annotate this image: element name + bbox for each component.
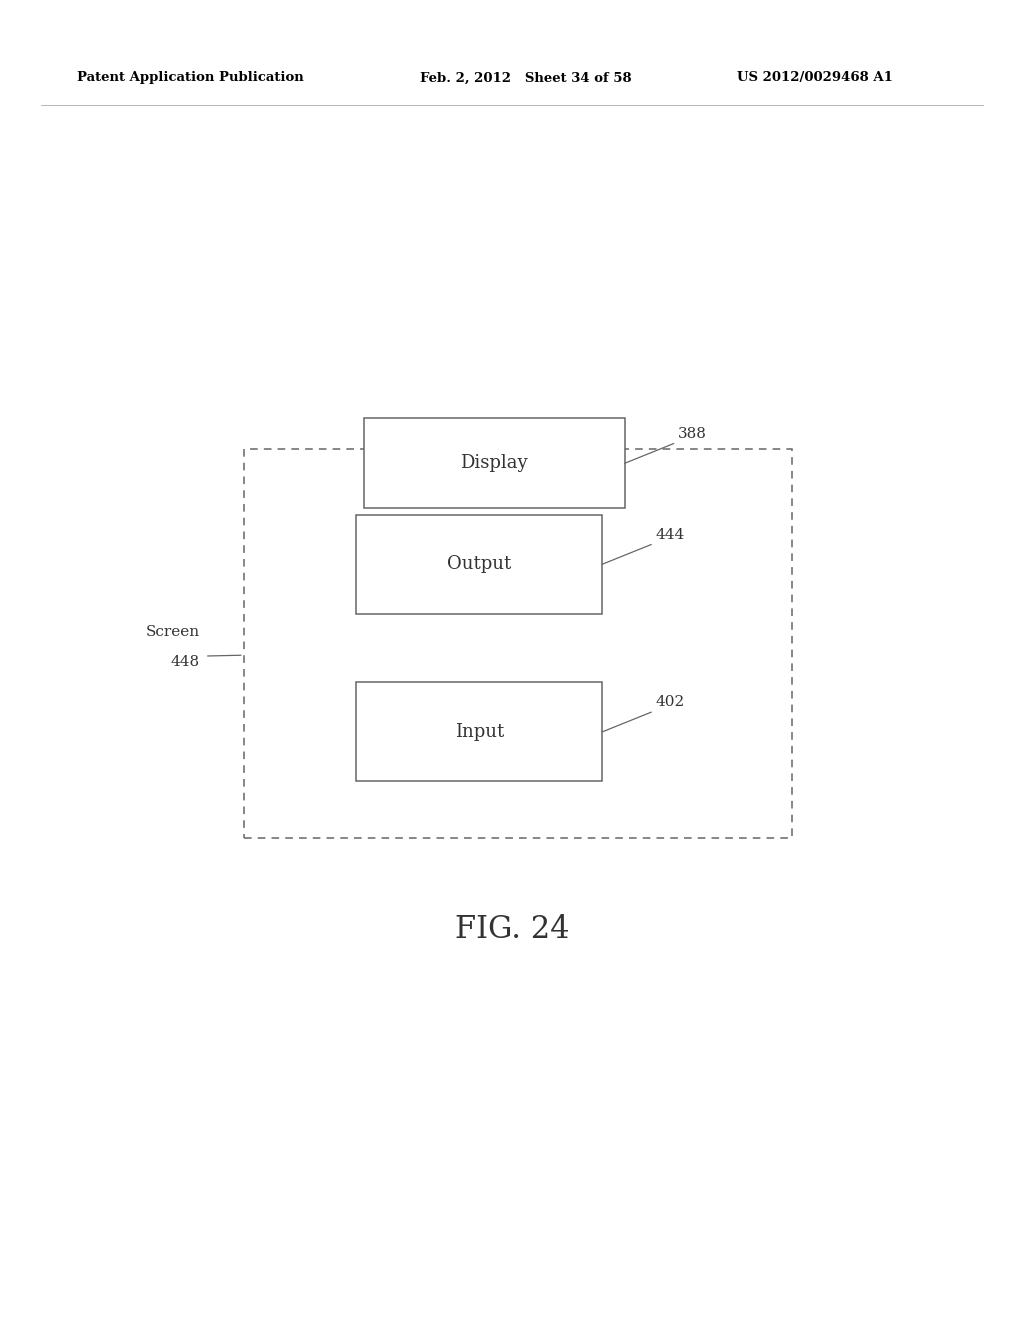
Text: FIG. 24: FIG. 24: [455, 915, 569, 945]
Text: Feb. 2, 2012   Sheet 34 of 58: Feb. 2, 2012 Sheet 34 of 58: [420, 71, 632, 84]
Text: Screen: Screen: [145, 624, 200, 639]
Text: 388: 388: [678, 426, 707, 441]
Text: 448: 448: [171, 639, 200, 669]
Text: Input: Input: [455, 723, 504, 741]
Bar: [364, 418, 625, 508]
Text: Patent Application Publication: Patent Application Publication: [77, 71, 303, 84]
Bar: [356, 682, 602, 781]
Text: 444: 444: [655, 528, 685, 541]
Bar: [356, 515, 602, 614]
Text: 402: 402: [655, 696, 685, 710]
Bar: [244, 449, 792, 838]
Text: Output: Output: [447, 556, 511, 573]
Text: Display: Display: [460, 454, 528, 473]
Text: US 2012/0029468 A1: US 2012/0029468 A1: [737, 71, 893, 84]
